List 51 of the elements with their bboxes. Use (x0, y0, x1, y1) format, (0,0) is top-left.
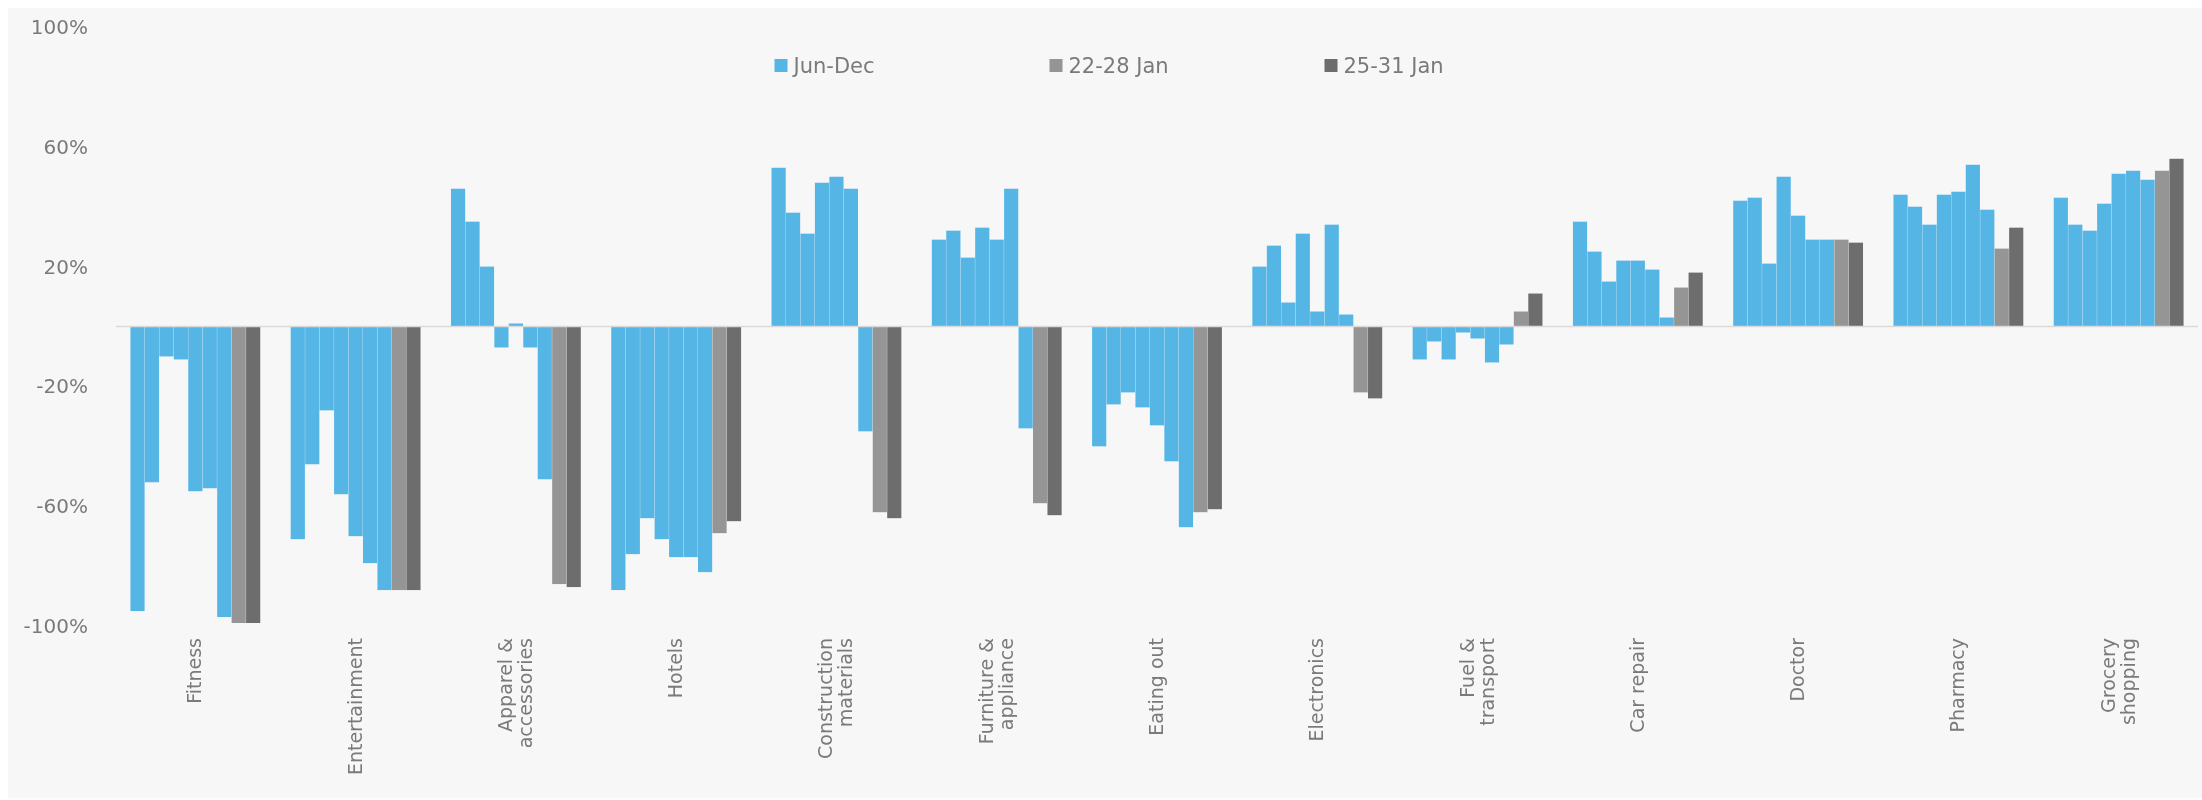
bar (1207, 326, 1222, 510)
bar (566, 326, 581, 588)
x-tick-label: Fitness (183, 638, 206, 704)
bar (712, 326, 727, 534)
x-tick-label: Furniture & appliance (974, 637, 1017, 745)
y-tick-label: 60% (43, 134, 88, 159)
bar (494, 326, 509, 348)
bar (2169, 158, 2184, 327)
bar (406, 326, 421, 591)
y-tick-label: 100% (30, 15, 88, 39)
x-tick-label: Eating out (1145, 638, 1167, 736)
y-tick-label: 20% (43, 254, 88, 279)
bar (1688, 272, 1703, 327)
x-tick-label: Doctor (1786, 637, 1809, 702)
x-tick-label: Construction materials (814, 638, 857, 759)
y-tick-label: -60% (36, 494, 88, 519)
bar (1047, 326, 1062, 516)
bar (246, 326, 261, 624)
x-tick-label: Entertainment (343, 638, 366, 776)
bar (887, 326, 902, 519)
bar (858, 326, 873, 432)
legend-label: 22-28 Jan (1068, 54, 1169, 79)
x-tick-label: Electronics (1305, 638, 1328, 742)
bar (2154, 170, 2170, 327)
x-tick-label: Apparel & accessories (493, 637, 536, 749)
x-tick-label: Grocery shopping (2096, 638, 2139, 726)
bar (552, 326, 567, 585)
bar (1353, 326, 1368, 393)
bar (1674, 287, 1689, 327)
bar (2009, 227, 2024, 327)
bar (391, 326, 407, 591)
bar (726, 326, 742, 522)
x-tick-label: Pharmacy (1946, 638, 1969, 733)
bar (1848, 242, 1864, 327)
bar (1193, 326, 1208, 513)
x-tick-label: Hotels (664, 638, 687, 699)
bar (872, 326, 887, 513)
bar (1834, 239, 1849, 327)
x-tick-label: Car repair (1625, 637, 1648, 733)
x-tick-label: Fuel & transport (1455, 637, 1498, 726)
bar (1994, 248, 2009, 327)
bar (1513, 311, 1529, 327)
legend-label: Jun-Dec (791, 54, 875, 79)
bar (1528, 293, 1543, 327)
legend-label: 25-31 Jan (1343, 54, 1444, 79)
bar (1018, 326, 1033, 429)
y-tick-label: -20% (36, 374, 88, 399)
y-tick-label: -100% (23, 614, 88, 638)
bar (231, 326, 246, 624)
bar (1368, 326, 1383, 399)
bar (1033, 326, 1048, 504)
